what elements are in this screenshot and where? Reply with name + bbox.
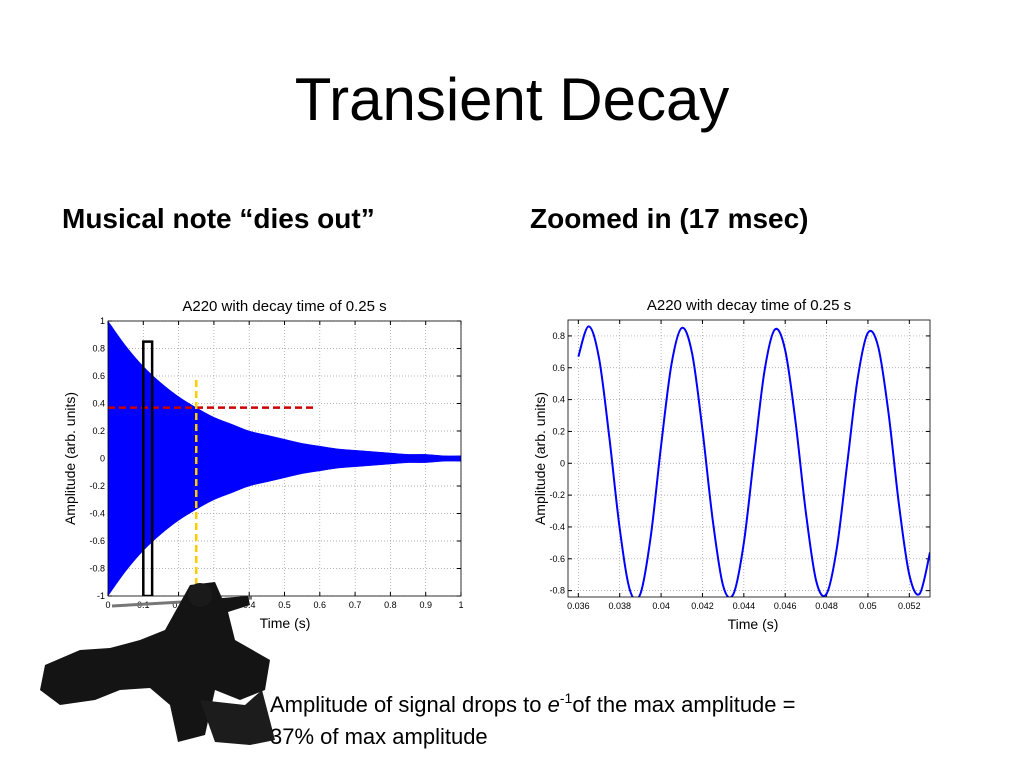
caption-line2: 37% of max amplitude [270,724,488,749]
ninja-leg [200,690,275,745]
x-tick-label: 0.036 [567,601,590,611]
y-tick-label: -0.4 [89,509,105,519]
plot-data [108,321,461,596]
y-tick-label: 0.6 [92,371,105,381]
zoom-box [142,340,154,596]
y-tick-label: -0.6 [549,554,565,564]
y-tick-label: 0.6 [552,363,565,373]
x-tick-label: 0.2 [172,600,185,610]
y-tick-label: -0.8 [89,564,105,574]
y-tick-label: 0 [560,458,565,468]
x-tick-label: 0.048 [815,601,838,611]
y-tick-label: 0.8 [552,331,565,341]
plot-area [568,320,930,597]
x-tick-label: 0.038 [608,601,631,611]
y-tick-label: -0.4 [549,522,565,532]
chart-title: A220 with decay time of 0.25 s [647,297,851,314]
y-tick-label: -0.6 [89,536,105,546]
x-tick-label: 0.6 [314,600,327,610]
chart-title: A220 with decay time of 0.25 s [182,298,386,315]
plot-frame [567,319,931,598]
y-axis-label: Amplitude (arb. units) [62,392,78,525]
y-tick-label: -0.2 [89,481,105,491]
plot-data [577,325,930,597]
caption-e: e [548,692,560,717]
slide-title: Transient Decay [295,66,730,133]
y-axis-label: Amplitude (arb. units) [532,392,548,525]
y-tick-label: 1 [100,316,105,326]
y-tick-label: 0.4 [552,395,565,405]
y-tick-label: -1 [97,591,105,601]
x-tick-label: 0.05 [859,601,877,611]
y-tick-label: 0 [100,454,105,464]
x-tick-label: 1 [458,600,463,610]
caption-text: Amplitude of signal drops to [270,692,548,717]
x-tick-label: 0.5 [278,600,291,610]
heading-right: Zoomed in (17 msec) [530,203,809,234]
ninja [40,582,270,742]
x-tick-label: 0.8 [384,600,397,610]
y-tick-label: -0.8 [549,586,565,596]
x-tick-label: 0.9 [419,600,432,610]
ninja-figure [40,582,275,745]
plot-frame [107,320,462,597]
ninja-head [188,583,212,607]
caption-line1: Amplitude of signal drops to e-1of the m… [270,690,796,717]
caption-exp: -1 [560,690,573,706]
chart: -0.8 -0.6 -0.4 -0.2 0 0.2 0.4 0.6 0.8 0.036 0.038 0… [532,297,931,632]
y-tick-label: 0.2 [92,426,105,436]
signal-line [577,325,930,597]
x-tick-label: 0.046 [774,601,797,611]
x-tick-label: 0.042 [691,601,714,611]
x-axis-label: Time (s) [728,616,779,632]
x-tick-label: 0 [105,600,110,610]
y-tick-label: 0.2 [552,426,565,436]
chart: -1-0.8-0.6-0.4-0.200.20.40.60.8100.10.20… [62,298,464,631]
y-tick-label: -0.2 [549,490,565,500]
x-tick-label: 0.044 [733,601,756,611]
y-tick-label: 0.8 [92,344,105,354]
x-tick-label: 0.04 [652,601,670,611]
charts: -1-0.8-0.6-0.4-0.200.20.40.60.8100.10.20… [62,297,931,632]
heading-left: Musical note “dies out” [62,203,375,234]
y-tick-label: 0.4 [92,399,105,409]
x-tick-label: 0.7 [349,600,362,610]
x-tick-label: 0.052 [898,601,921,611]
x-axis-label: Time (s) [260,615,311,631]
caption-text: of the max amplitude = [572,692,795,717]
